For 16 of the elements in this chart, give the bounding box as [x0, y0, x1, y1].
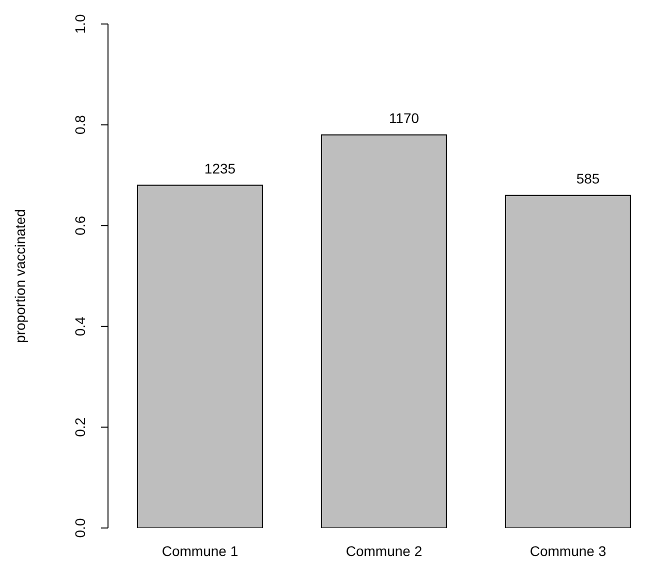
- x-tick-label: Commune 3: [530, 542, 606, 559]
- bar: [320, 134, 447, 528]
- annotation: 1170: [388, 110, 420, 126]
- y-tick-label: 0.8: [72, 114, 88, 135]
- x-tick-label: Commune 2: [346, 542, 422, 559]
- annotation: 1235: [204, 160, 236, 176]
- y-tick-label: 0.4: [72, 316, 88, 336]
- bar: [136, 184, 263, 528]
- bar: [504, 194, 631, 528]
- y-tick-label: 0.6: [72, 216, 88, 236]
- x-tick-label: Commune 1: [162, 542, 238, 559]
- y-tick-label: 0.2: [72, 417, 88, 437]
- y-tick-label: 0.0: [72, 518, 88, 538]
- annotation: 585: [576, 170, 600, 186]
- y-tick-label: 1.0: [72, 14, 88, 34]
- y-axis-title: proportion vaccinated: [12, 209, 28, 343]
